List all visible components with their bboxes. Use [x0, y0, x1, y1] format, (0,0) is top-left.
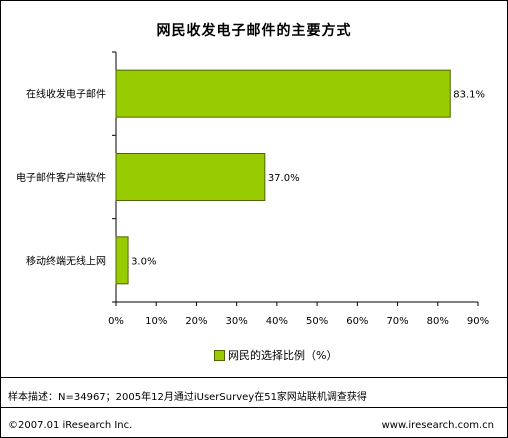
- bar: [115, 236, 129, 285]
- x-tick-label: 20%: [185, 316, 207, 327]
- x-tick-label: 0%: [108, 316, 124, 327]
- sample-note: 样本描述：N=34967；2005年12月通过iUserSurvey在51家网站…: [8, 392, 367, 403]
- legend: 网民的选择比例（%）: [214, 347, 337, 363]
- bar-value-label: 83.1%: [453, 90, 485, 101]
- legend-label: 网民的选择比例（%）: [228, 349, 338, 362]
- bar: [115, 153, 266, 201]
- category-label: 电子邮件客户端软件: [16, 171, 106, 184]
- x-tick-label: 90%: [467, 316, 489, 327]
- category-label: 移动终端无线上网: [26, 254, 106, 267]
- footer-divider-bottom: [0, 407, 508, 408]
- x-tick-label: 50%: [306, 316, 328, 327]
- legend-swatch: [214, 349, 225, 361]
- x-tick-label: 80%: [427, 316, 449, 327]
- footer-divider: [0, 377, 508, 378]
- copyright-text: ©2007.01 iResearch Inc.: [8, 420, 133, 431]
- bar-value-label: 3.0%: [131, 256, 156, 267]
- x-tick-label: 60%: [346, 316, 368, 327]
- bar: [115, 69, 451, 118]
- website-text: www.iresearch.com.cn: [381, 420, 494, 431]
- x-tick-label: 40%: [266, 316, 288, 327]
- category-label: 在线收发电子邮件: [26, 88, 106, 101]
- x-tick-label: 70%: [386, 316, 408, 327]
- x-tick-label: 10%: [145, 316, 167, 327]
- x-tick-label: 30%: [226, 316, 248, 327]
- bar-value-label: 37.0%: [268, 173, 300, 184]
- chart-title: 网民收发电子邮件的主要方式: [156, 23, 352, 39]
